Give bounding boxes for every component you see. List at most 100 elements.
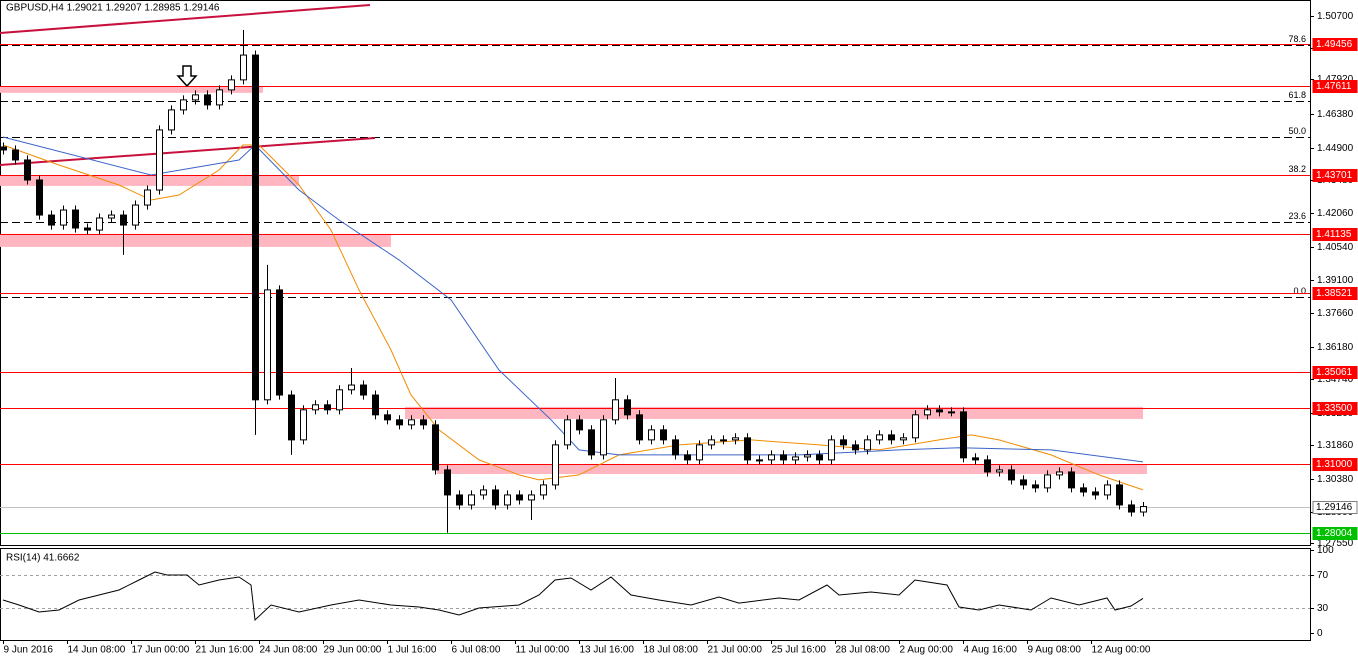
- candle-body: [444, 469, 451, 496]
- price-box: [1312, 38, 1358, 51]
- candle-body: [420, 419, 427, 426]
- y-tick-label: 1.30380: [1317, 474, 1354, 485]
- candle-body: [300, 409, 307, 441]
- candle-body: [876, 434, 883, 441]
- x-tick-label: 21 Jun 16:00: [196, 645, 254, 656]
- candle-body: [144, 189, 151, 206]
- candle-body: [348, 384, 355, 391]
- candle-body: [324, 404, 331, 411]
- x-tick-label: 18 Jul 08:00: [644, 645, 699, 656]
- candle-body: [684, 454, 691, 461]
- candle-body: [168, 109, 175, 131]
- x-tick-label: 9 Jun 2016: [4, 645, 54, 656]
- candle-body: [528, 494, 535, 501]
- candle-body: [1032, 484, 1039, 489]
- lines-layer: 78.6 61.8 50.0 38.2 23.6 0.0: [0, 34, 1310, 609]
- candle-body: [828, 439, 835, 461]
- candle-body: [588, 429, 595, 456]
- candle-body: [732, 437, 739, 441]
- price-box-label: 1.43701: [1316, 170, 1353, 181]
- y-tick-label: 1.44900: [1317, 143, 1354, 154]
- price-box-label: 1.38521: [1316, 288, 1353, 299]
- candle-body: [948, 411, 955, 414]
- candle-body: [156, 129, 163, 191]
- price-box-label: 1.33500: [1316, 403, 1353, 414]
- price-box-label: 1.31000: [1316, 459, 1353, 470]
- candle-body: [1140, 506, 1147, 513]
- y-tick-label: 1.27550: [1317, 538, 1354, 549]
- zone: [405, 406, 1143, 419]
- y-tick-label: 1.50700: [1317, 11, 1354, 22]
- zone: [0, 233, 391, 247]
- y-tick-label: 1.37660: [1317, 308, 1354, 319]
- candle-body: [924, 409, 931, 416]
- y-tick-label: 1.47920: [1317, 74, 1354, 85]
- candle-body: [288, 394, 295, 441]
- candle-body: [864, 439, 871, 451]
- candle-body: [204, 94, 211, 106]
- x-tick-label: 6 Jul 08:00: [452, 645, 501, 656]
- candle-body: [1044, 474, 1051, 489]
- candle-body: [228, 79, 235, 91]
- y-tick-label: 1.34740: [1317, 374, 1354, 385]
- candle-body: [708, 439, 715, 446]
- x-tick-label: 1 Jul 16:00: [388, 645, 437, 656]
- rsi-panel-frame: [0, 548, 1311, 641]
- candle-body: [516, 494, 523, 501]
- candle-body: [888, 434, 895, 441]
- price-box: [1312, 527, 1358, 540]
- price-box: [1312, 228, 1358, 241]
- candle-body: [900, 437, 907, 441]
- candle-body: [804, 454, 811, 458]
- candle-body: [816, 454, 823, 461]
- price-box-label: 1.35061: [1316, 367, 1353, 378]
- x-tick-label: 13 Jul 16:00: [580, 645, 635, 656]
- candle-body: [780, 454, 787, 461]
- y-tick-label: 1.46380: [1317, 109, 1354, 120]
- x-tick-label: 25 Jul 16:00: [772, 645, 827, 656]
- arrow-marker: [176, 65, 198, 88]
- y-tick-label: 1.36180: [1317, 342, 1354, 353]
- candle-body: [960, 411, 967, 459]
- chart-title: GBPUSD,H4 1.29021 1.29207 1.28985 1.2914…: [6, 3, 220, 14]
- candle-body: [108, 214, 115, 219]
- price-box-label: 1.41135: [1316, 229, 1352, 240]
- y-tick-label: 0: [1317, 628, 1323, 639]
- candle-body: [636, 414, 643, 441]
- candle-body: [1128, 504, 1135, 513]
- y-tick-label: 100: [1317, 545, 1334, 556]
- trend-line: [0, 4, 371, 34]
- candle-body: [660, 429, 667, 441]
- candle-body: [720, 439, 727, 442]
- x-tick-label: 4 Aug 16:00: [964, 645, 1018, 656]
- fib-label: 50.0: [1288, 126, 1306, 136]
- price-box-label: 1.29146: [1316, 502, 1353, 513]
- price-box: [1312, 80, 1358, 93]
- candle-body: [384, 414, 391, 421]
- candle-body: [468, 494, 475, 506]
- candle-body: [696, 444, 703, 461]
- x-tick-label: 11 Jul 00:00: [516, 645, 570, 656]
- candle-body: [252, 54, 259, 401]
- candle-body: [216, 89, 223, 106]
- candle-body: [480, 489, 487, 496]
- candles-layer: [0, 30, 1147, 533]
- candle-body: [432, 424, 439, 471]
- candle-body: [792, 456, 799, 461]
- fib-label: 23.6: [1288, 211, 1306, 221]
- candle-body: [996, 469, 1003, 473]
- fib-label: 61.8: [1288, 90, 1306, 100]
- candle-body: [60, 209, 67, 226]
- rsi-title: RSI(14) 41.6662: [6, 553, 80, 564]
- candle-body: [48, 214, 55, 226]
- candle-body: [36, 179, 43, 216]
- candle-body: [0, 146, 7, 151]
- candle-body: [120, 214, 127, 226]
- x-tick-label: 14 Jun 08:00: [68, 645, 126, 656]
- candle-body: [600, 419, 607, 456]
- candle-body: [936, 409, 943, 413]
- candle-body: [564, 419, 571, 446]
